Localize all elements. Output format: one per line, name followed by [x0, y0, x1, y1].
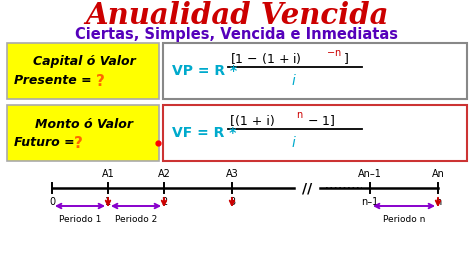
- Text: $-$ 1]: $-$ 1]: [307, 114, 335, 128]
- Text: Periodo n: Periodo n: [383, 215, 425, 224]
- Text: n: n: [296, 110, 302, 120]
- Text: Periodo 1: Periodo 1: [59, 215, 101, 224]
- Text: Ciertas, Simples, Vencida e Inmediatas: Ciertas, Simples, Vencida e Inmediatas: [75, 27, 399, 41]
- FancyBboxPatch shape: [7, 105, 159, 161]
- Text: Anualidad Vencida: Anualidad Vencida: [85, 2, 389, 31]
- FancyBboxPatch shape: [7, 43, 159, 99]
- Text: 2: 2: [161, 197, 167, 207]
- Text: Presente =: Presente =: [14, 74, 96, 88]
- Text: Capital ó Valor: Capital ó Valor: [33, 56, 136, 69]
- Text: A2: A2: [157, 169, 171, 179]
- Text: i: i: [291, 136, 295, 150]
- FancyBboxPatch shape: [163, 43, 467, 99]
- Text: i: i: [291, 74, 295, 88]
- Text: $-$n: $-$n: [326, 48, 342, 58]
- Text: A1: A1: [101, 169, 114, 179]
- Text: 1: 1: [105, 197, 111, 207]
- Text: n–1: n–1: [361, 197, 379, 207]
- Text: [1 $-$ (1 + i): [1 $-$ (1 + i): [230, 52, 302, 66]
- Text: ?: ?: [74, 135, 83, 151]
- Text: ?: ?: [96, 73, 105, 89]
- Text: ]: ]: [344, 52, 349, 65]
- Text: [(1 + i): [(1 + i): [230, 114, 275, 127]
- Text: Periodo 2: Periodo 2: [115, 215, 157, 224]
- Text: 0: 0: [49, 197, 55, 207]
- Text: A3: A3: [226, 169, 238, 179]
- Text: VF = R *: VF = R *: [172, 126, 241, 140]
- Text: An–1: An–1: [358, 169, 382, 179]
- Text: An: An: [431, 169, 445, 179]
- Text: //: //: [302, 181, 312, 195]
- Text: 3: 3: [229, 197, 235, 207]
- FancyBboxPatch shape: [163, 105, 467, 161]
- Text: Futuro =: Futuro =: [14, 136, 79, 149]
- Text: VP = R *: VP = R *: [172, 64, 242, 78]
- Text: n: n: [435, 197, 441, 207]
- Text: Monto ó Valor: Monto ó Valor: [35, 118, 133, 131]
